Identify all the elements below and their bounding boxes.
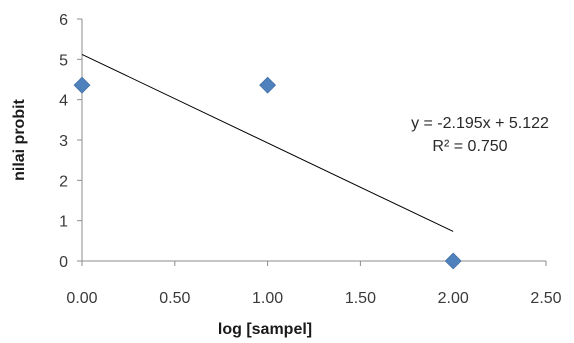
trendline [81, 53, 454, 232]
x-tick-label: 2.50 [530, 290, 561, 307]
data-point [73, 76, 91, 94]
x-tick-label: 2.00 [438, 290, 469, 307]
x-axis-ticks: 0.00 0.50 1.00 1.50 2.00 2.50 [66, 261, 562, 307]
y-tick-label: 0 [59, 254, 68, 271]
y-tick-label: 2 [59, 173, 68, 190]
r-squared-label: R² = 0.750 [432, 138, 507, 155]
y-tick-label: 4 [59, 93, 68, 110]
data-points [73, 76, 462, 270]
y-tick-label: 6 [59, 12, 68, 29]
trendline-equation: y = -2.195x + 5.122 [411, 115, 549, 132]
data-point [259, 76, 277, 94]
x-tick-label: 0.50 [159, 290, 190, 307]
x-axis-title: log [sampel] [218, 321, 312, 338]
trendline-group [81, 53, 454, 232]
x-tick-label: 1.50 [345, 290, 376, 307]
y-tick-label: 1 [59, 214, 68, 231]
x-tick-label: 1.00 [252, 290, 283, 307]
y-tick-label: 5 [59, 52, 68, 69]
x-tick-label: 0.00 [66, 290, 97, 307]
plot-area: 0 1 2 3 4 5 6 0.00 0.50 1.00 1.50 2.00 2.50 [59, 12, 562, 307]
y-axis-title: nilai probit [11, 98, 28, 180]
y-axis-ticks: 0 1 2 3 4 5 6 [59, 12, 82, 271]
y-tick-label: 3 [59, 133, 68, 150]
data-point [444, 252, 462, 270]
